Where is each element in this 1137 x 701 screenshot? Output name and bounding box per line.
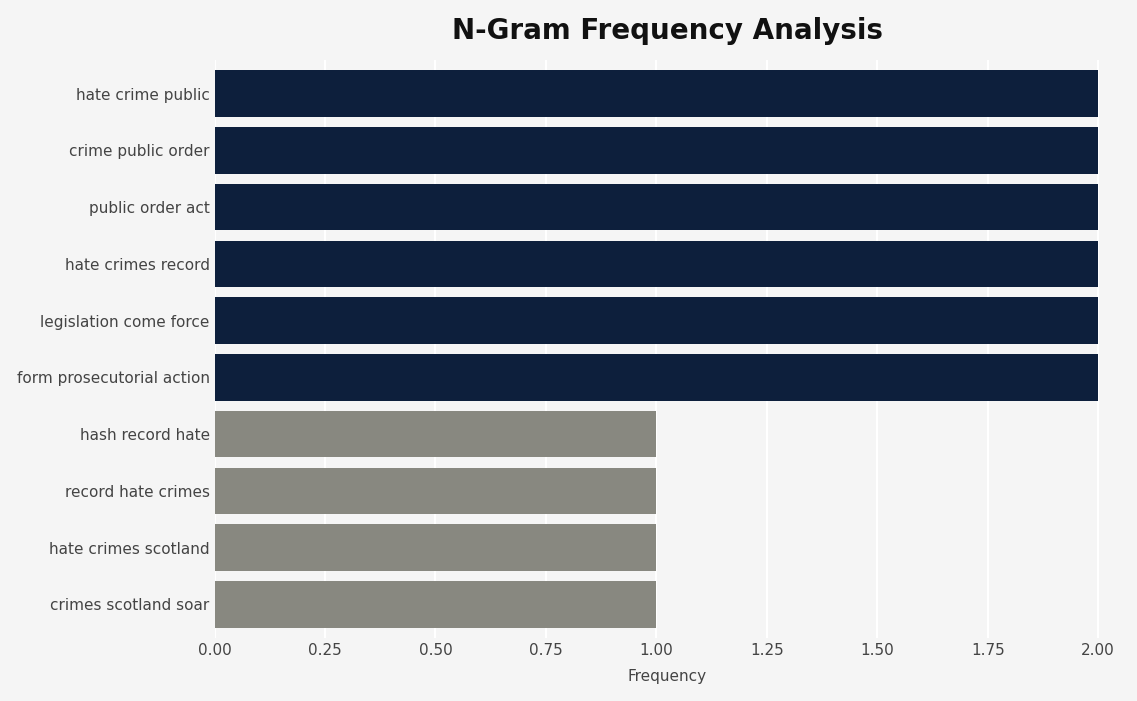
Bar <box>215 127 1098 174</box>
Bar <box>215 581 656 627</box>
Bar <box>215 297 1098 343</box>
Title: N-Gram Frequency Analysis: N-Gram Frequency Analysis <box>451 17 883 45</box>
Bar <box>215 184 1098 231</box>
X-axis label: Frequency: Frequency <box>628 669 707 684</box>
Bar <box>215 524 656 571</box>
Bar <box>215 70 1098 117</box>
Bar <box>215 468 656 514</box>
Bar <box>215 411 656 457</box>
Bar <box>215 354 1098 400</box>
Bar <box>215 240 1098 287</box>
